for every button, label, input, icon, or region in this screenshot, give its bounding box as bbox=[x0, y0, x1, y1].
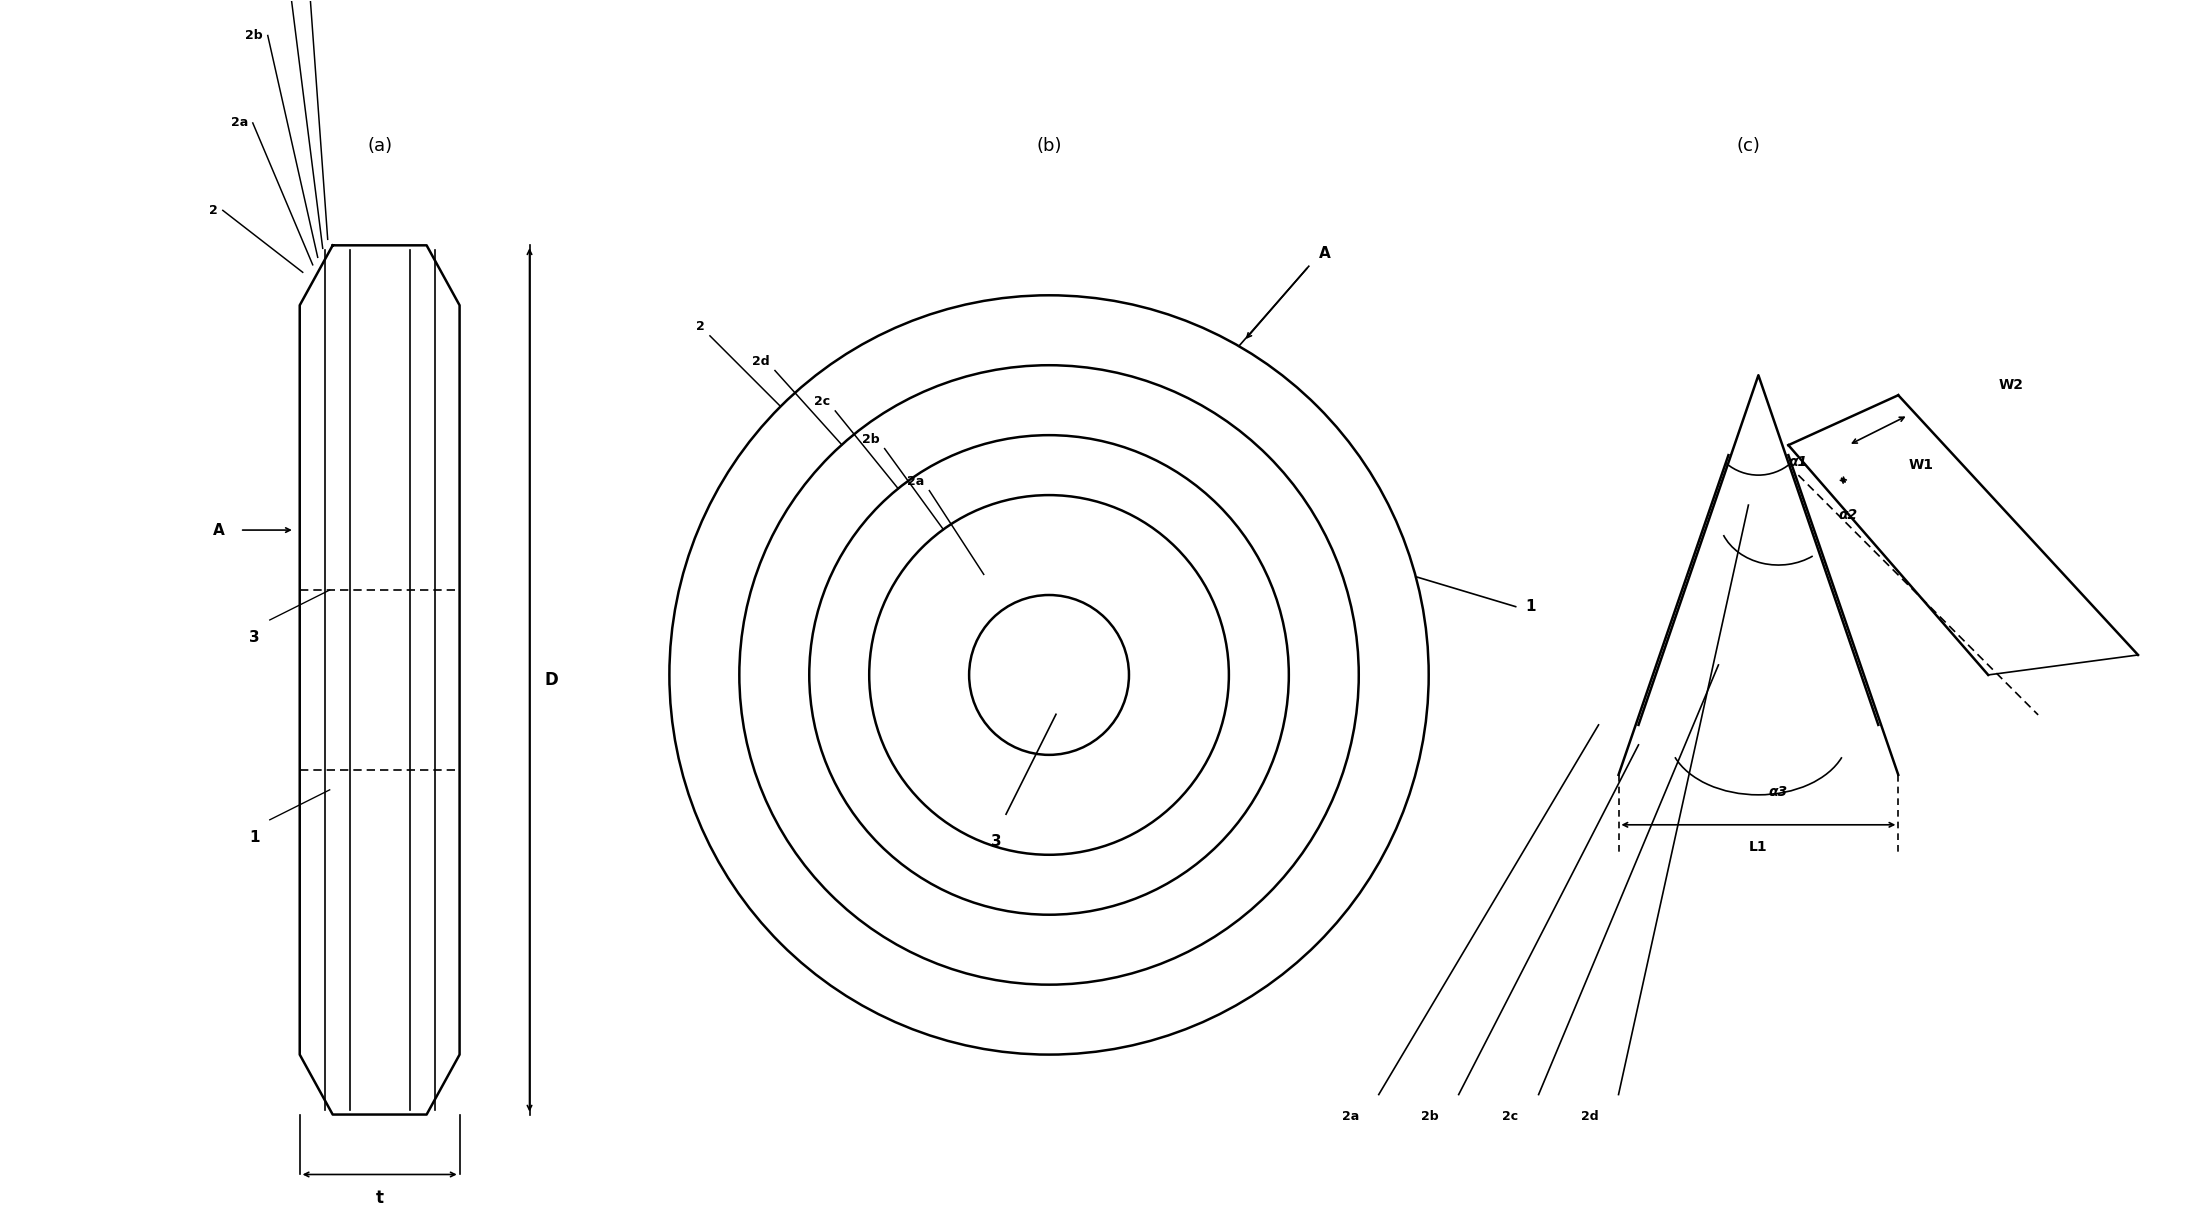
Text: t: t bbox=[376, 1189, 385, 1208]
Text: 2b: 2b bbox=[1422, 1109, 1440, 1123]
Text: 2a: 2a bbox=[231, 117, 248, 130]
Text: α1: α1 bbox=[1789, 456, 1807, 469]
Text: 2d: 2d bbox=[752, 355, 769, 367]
Text: 2a: 2a bbox=[908, 475, 925, 487]
Text: 2b: 2b bbox=[246, 29, 264, 43]
Text: 2c: 2c bbox=[813, 395, 831, 408]
Text: 2a: 2a bbox=[1341, 1109, 1358, 1123]
Text: (c): (c) bbox=[1736, 137, 1761, 156]
Text: W2: W2 bbox=[1998, 378, 2022, 392]
Text: 1: 1 bbox=[248, 830, 259, 844]
Text: L1: L1 bbox=[1750, 840, 1767, 854]
Text: 2: 2 bbox=[209, 204, 218, 216]
Text: (b): (b) bbox=[1035, 137, 1062, 156]
Text: D: D bbox=[545, 671, 558, 689]
Text: α3: α3 bbox=[1769, 785, 1787, 798]
Text: (a): (a) bbox=[367, 137, 391, 156]
Text: A: A bbox=[1319, 247, 1330, 261]
Text: W1: W1 bbox=[1908, 458, 1934, 473]
Text: A: A bbox=[213, 522, 224, 537]
Text: 3: 3 bbox=[991, 835, 1002, 849]
Text: 2c: 2c bbox=[1503, 1109, 1519, 1123]
Text: 3: 3 bbox=[248, 631, 259, 645]
Text: α2: α2 bbox=[1838, 508, 1857, 522]
Text: 2d: 2d bbox=[1580, 1109, 1598, 1123]
Text: 2: 2 bbox=[697, 320, 706, 333]
Text: 1: 1 bbox=[1525, 599, 1536, 614]
Text: 2b: 2b bbox=[862, 433, 879, 446]
